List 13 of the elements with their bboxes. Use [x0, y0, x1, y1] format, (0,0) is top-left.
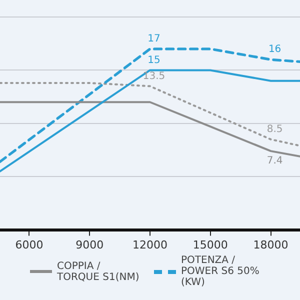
data-label: 15 [148, 54, 160, 66]
x-tick-label: 9000 [76, 238, 104, 252]
legend-label: COPPIA / TORQUE S1(NM) [57, 260, 140, 282]
data-label: 8.5 [266, 124, 283, 135]
data-label: 16 [268, 44, 282, 56]
data-label: 7.4 [266, 156, 283, 167]
x-tick-label: 18000 [253, 238, 288, 252]
data-label: 17 [148, 34, 160, 45]
x-tick-label: 6000 [15, 238, 44, 252]
data-label: 13.5 [142, 70, 166, 82]
x-tick-label: 15000 [192, 238, 228, 252]
x-tick-label: 12000 [132, 238, 168, 252]
legend-label: POTENZA / POWER S6 50% (KW) [181, 255, 260, 288]
